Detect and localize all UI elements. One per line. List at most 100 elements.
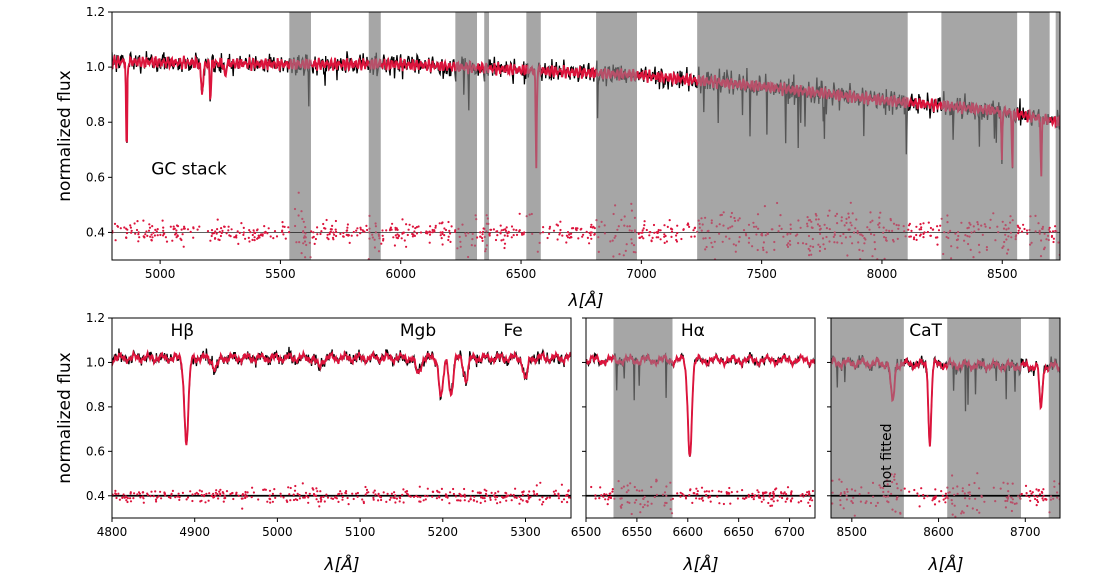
model-fit-line <box>907 96 943 113</box>
residual-point <box>641 489 644 492</box>
residual-point <box>973 481 976 485</box>
residual-point <box>122 493 125 496</box>
residual-point <box>514 487 517 490</box>
residual-point <box>617 480 620 483</box>
residual-point <box>330 497 333 500</box>
residual-point <box>183 227 186 230</box>
residual-point <box>1041 227 1044 230</box>
residual-point <box>217 238 220 241</box>
residual-point <box>822 243 825 246</box>
residual-point <box>878 484 881 487</box>
residual-point <box>944 497 947 500</box>
y-tick-label: 1.2 <box>86 5 105 19</box>
residual-point <box>518 502 521 505</box>
residual-point <box>630 242 634 245</box>
residual-point <box>481 237 484 240</box>
residual-point <box>774 488 777 491</box>
residual-point <box>598 497 601 500</box>
residual-point <box>394 234 397 237</box>
residual-point <box>385 229 388 232</box>
residual-point <box>918 505 921 508</box>
residual-point <box>397 234 400 237</box>
residual-point <box>704 216 707 219</box>
residual-point <box>696 493 699 496</box>
residual-point <box>609 492 612 495</box>
residual-point <box>313 494 316 497</box>
residual-point <box>894 519 896 521</box>
residual-point <box>434 224 437 227</box>
residual-point <box>981 233 984 236</box>
residual-point <box>730 211 734 215</box>
residual-point <box>162 232 165 235</box>
residual-point <box>1007 227 1010 230</box>
y-tick-label: 0.6 <box>86 444 105 458</box>
residual-point <box>663 241 666 244</box>
residual-point <box>1030 241 1033 244</box>
residual-point <box>1002 245 1005 248</box>
residual-point <box>485 222 488 225</box>
residual-point <box>173 227 176 230</box>
residual-point <box>174 233 177 236</box>
residual-point <box>961 487 964 490</box>
residual-point <box>969 223 972 226</box>
residual-point <box>282 496 285 499</box>
residual-point <box>831 502 834 505</box>
residual-point <box>913 488 916 492</box>
residual-point <box>946 214 949 217</box>
residual-point <box>500 239 503 242</box>
residual-point <box>320 498 323 501</box>
residual-point <box>627 489 630 492</box>
masked-region <box>1048 318 1060 518</box>
residual-point <box>1052 237 1055 240</box>
residual-point <box>143 236 146 239</box>
residual-point <box>159 233 162 236</box>
residual-point <box>606 503 609 506</box>
residual-point <box>153 234 156 237</box>
residual-point <box>411 225 414 228</box>
residual-point <box>801 493 804 496</box>
residual-point <box>883 257 886 260</box>
residual-point <box>431 495 434 498</box>
model-fit-line <box>1016 108 1031 123</box>
residual-point <box>643 503 646 506</box>
residual-point <box>762 498 765 501</box>
residual-point <box>727 227 730 230</box>
residual-point <box>151 236 154 239</box>
residual-point <box>790 490 793 493</box>
residual-point <box>1038 493 1042 496</box>
residual-point <box>335 230 338 233</box>
residual-point <box>882 495 885 498</box>
residual-point <box>324 227 327 230</box>
residual-point <box>864 238 867 241</box>
residual-point <box>650 485 653 489</box>
residual-point <box>816 223 820 226</box>
residual-point <box>891 229 894 232</box>
residual-point <box>884 236 888 239</box>
residual-point <box>1045 498 1048 501</box>
residual-point <box>316 490 319 493</box>
residual-point <box>339 490 342 493</box>
residual-point <box>762 248 765 252</box>
residual-point <box>613 265 615 267</box>
residual-point <box>218 230 221 233</box>
residual-point <box>268 494 271 497</box>
residual-point <box>800 500 803 503</box>
residual-point <box>895 496 899 499</box>
residual-point <box>365 224 368 227</box>
residual-point <box>917 494 920 498</box>
residual-point <box>137 491 141 494</box>
residual-point <box>227 229 230 232</box>
residual-point <box>169 496 172 500</box>
residual-point <box>1004 224 1007 227</box>
residual-point <box>176 234 179 238</box>
residual-point <box>332 238 335 241</box>
residual-point <box>611 239 614 242</box>
residual-point <box>705 245 708 249</box>
residual-point <box>319 500 322 503</box>
residual-point <box>854 227 857 230</box>
residual-point <box>968 483 971 486</box>
residual-point <box>301 482 304 485</box>
residual-point <box>312 231 315 234</box>
residual-point <box>1035 504 1038 507</box>
residual-point <box>642 497 645 500</box>
